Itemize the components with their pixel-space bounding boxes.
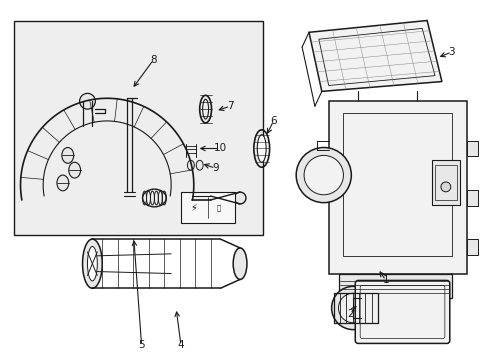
Bar: [434, 165, 456, 200]
Text: 4: 4: [177, 341, 184, 350]
Bar: [14, 21, 262, 235]
Ellipse shape: [57, 175, 69, 191]
Bar: [181, 192, 235, 223]
Bar: [466, 141, 477, 156]
Bar: [343, 113, 451, 256]
Text: 2: 2: [346, 309, 353, 319]
Ellipse shape: [257, 135, 265, 162]
Circle shape: [304, 156, 343, 195]
Text: 8: 8: [150, 55, 157, 65]
Text: 6: 6: [270, 116, 276, 126]
Circle shape: [440, 182, 450, 192]
Text: 5: 5: [138, 341, 144, 350]
Bar: [328, 101, 466, 274]
Text: 10: 10: [213, 144, 226, 153]
Ellipse shape: [62, 148, 74, 163]
Ellipse shape: [69, 162, 81, 178]
Bar: [466, 190, 477, 206]
Text: 📋: 📋: [216, 204, 220, 211]
Text: 9: 9: [212, 163, 218, 173]
Ellipse shape: [233, 248, 246, 279]
Text: 7: 7: [226, 101, 233, 111]
Bar: [466, 239, 477, 255]
Text: 3: 3: [447, 47, 454, 57]
Ellipse shape: [234, 192, 245, 204]
Circle shape: [338, 293, 367, 323]
Circle shape: [296, 148, 350, 203]
Polygon shape: [308, 21, 441, 91]
Ellipse shape: [196, 160, 203, 170]
Ellipse shape: [187, 160, 194, 170]
Text: ⚡: ⚡: [190, 203, 197, 212]
Circle shape: [80, 93, 95, 109]
Bar: [338, 274, 451, 298]
Circle shape: [331, 286, 374, 330]
Bar: [431, 160, 459, 204]
FancyBboxPatch shape: [355, 280, 449, 343]
Ellipse shape: [87, 247, 97, 281]
Text: 1: 1: [382, 275, 388, 285]
Ellipse shape: [82, 239, 102, 288]
